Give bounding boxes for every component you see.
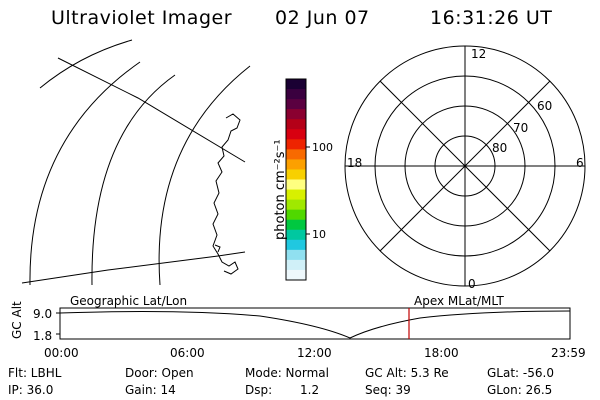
mlt-label-18: 18 [347,156,363,170]
colorbar-cell [286,109,306,120]
mlat-label-70: 70 [513,121,529,135]
colorbar-tick-label-10: 10 [312,228,326,241]
colorbar-frame [285,78,307,281]
colorbar-cell [286,149,306,160]
door-info: Door: Open [125,366,194,380]
map-grid-line [39,39,133,89]
glat-info: GLat: -56.0 [487,366,554,380]
map-grid-line [57,57,246,163]
map-grid-line [29,61,141,286]
mlt-label-6: 6 [576,156,584,170]
coastline [214,244,221,253]
colorbar-cell [286,119,306,130]
colorbar-cell [286,159,306,170]
colorbar-cell [286,269,306,281]
polar-axis-line [379,80,551,252]
colorbar-cell [286,129,306,140]
colorbar-cell [286,209,306,221]
mode-info: Mode: Normal [245,366,329,380]
timeline-x-tick: 00:00 [44,346,79,360]
date-label: 02 Jun 07 [275,7,370,29]
timeline-x-tick: 18:00 [424,346,459,360]
timeline-y-tick-1-8: 1.8 [33,329,53,343]
colorbar-cell [286,169,306,180]
gc-alt-info: GC Alt: 5.3 Re [365,366,449,380]
colorbar-cell [286,189,306,201]
time-label: 16:31:26 UT [430,7,553,29]
colorbar-cell [286,239,306,251]
glon-info: GLon: 26.5 [487,383,553,397]
geographic-latlon-label: Geographic Lat/Lon [70,294,188,308]
map-grid-line [158,65,251,286]
timeline-x-tick: 06:00 [170,346,205,360]
dsp-value: 1.2 [300,383,320,397]
timeline-frame [59,307,571,340]
mlat-label-60: 60 [537,99,553,113]
colorbar-tick-label-100: 100 [312,141,333,154]
apex-mlat-mlt-label: Apex MLat/MLT [414,294,504,308]
colorbar-cell [286,259,306,271]
altitude-curve [59,310,571,339]
filter-info: Flt: LBHL [8,366,62,380]
mlt-label-12: 12 [471,47,487,61]
colorbar-cell [286,249,306,261]
map-grid-line [21,251,246,284]
colorbar-cell [286,79,306,90]
colorbar-cell [286,139,306,150]
gain-info: Gain: 14 [125,383,176,397]
colorbar-cell [286,229,306,241]
seq-info: Seq: 39 [365,383,411,397]
ip-info: IP: 36.0 [8,383,54,397]
mlat-label-80: 80 [492,141,508,155]
timeline-x-tick: 23:59 [551,346,586,360]
colorbar-cell [286,179,306,191]
timeline-x-tick: 12:00 [297,346,332,360]
colorbar-cell [286,199,306,211]
timeline-axis-title: GC Alt [10,301,24,339]
timeline-y-tick-9: 9.0 [33,307,53,321]
colorbar-cell [286,219,306,231]
instrument-title: Ultraviolet Imager [51,7,233,29]
mlt-label-0: 0 [468,277,476,291]
dsp-label: Dsp: [245,383,273,397]
map-grid-line [91,74,176,286]
coastline [212,113,241,275]
colorbar-cell [286,89,306,100]
colorbar-cell [286,99,306,110]
